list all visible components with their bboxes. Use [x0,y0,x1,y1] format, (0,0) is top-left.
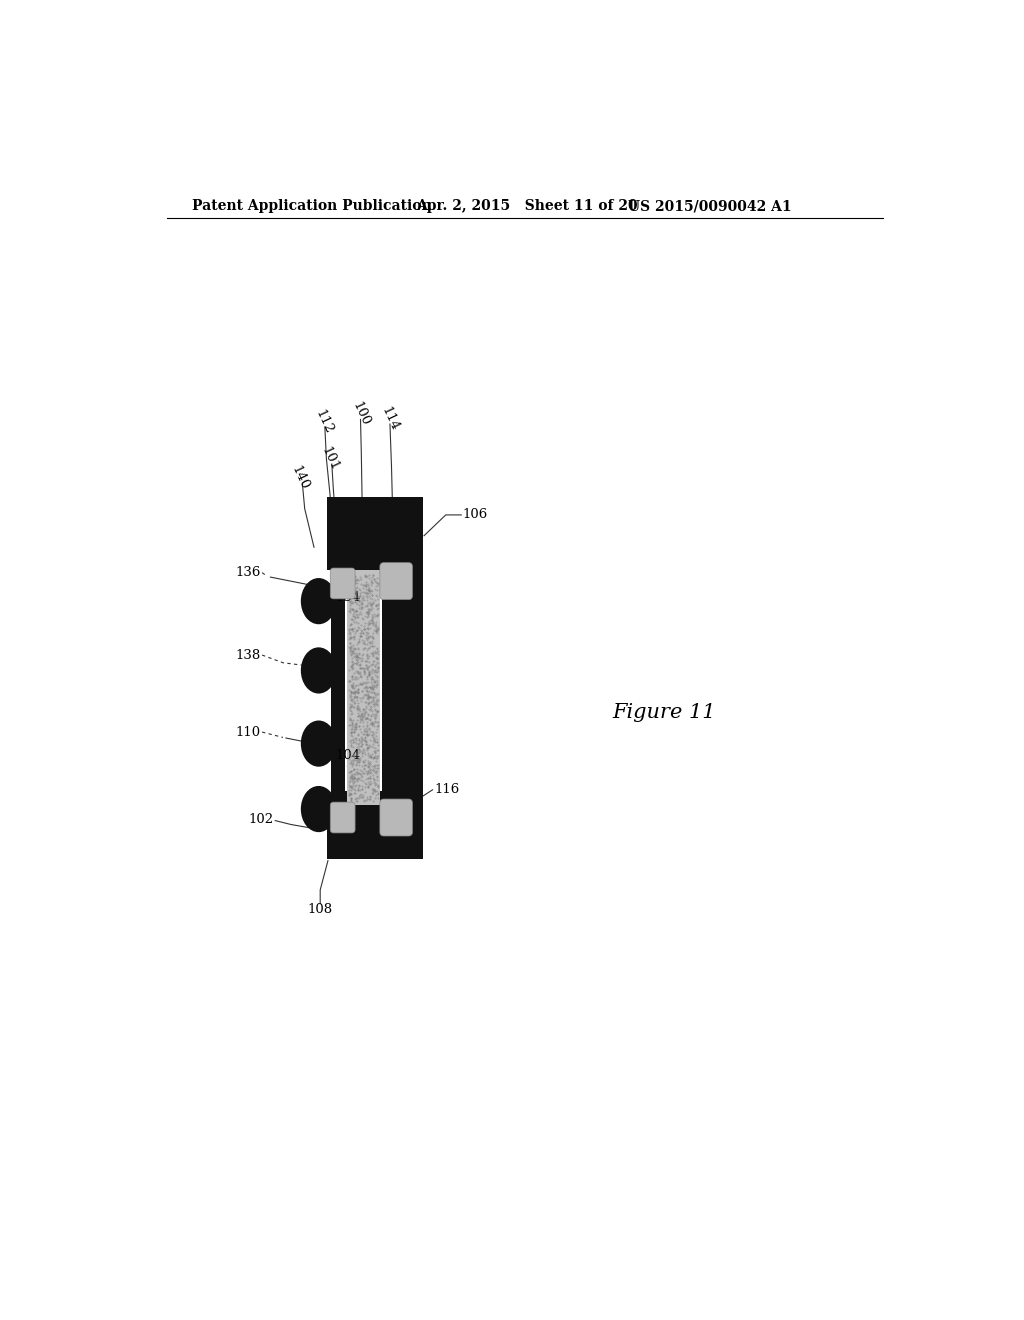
Text: Apr. 2, 2015   Sheet 11 of 20: Apr. 2, 2015 Sheet 11 of 20 [417,199,638,213]
FancyBboxPatch shape [331,803,355,833]
Ellipse shape [301,785,337,832]
Text: 136: 136 [234,566,260,579]
Text: 106: 106 [463,508,488,521]
FancyBboxPatch shape [380,799,413,836]
Polygon shape [328,792,423,859]
FancyBboxPatch shape [380,562,413,599]
Ellipse shape [301,647,337,693]
Text: 100: 100 [349,400,372,428]
FancyBboxPatch shape [331,568,355,599]
Polygon shape [328,498,423,585]
Ellipse shape [301,721,337,767]
Text: 112: 112 [313,408,335,436]
Text: US 2015/0090042 A1: US 2015/0090042 A1 [628,199,792,213]
Bar [331,570,345,805]
Text: 101: 101 [319,445,341,473]
Text: 140: 140 [289,463,311,492]
Text: 110: 110 [234,726,260,739]
Text: 108: 108 [307,903,333,916]
Text: 102: 102 [248,813,273,825]
Text: 116: 116 [434,783,460,796]
Ellipse shape [301,578,337,624]
Text: Figure 11: Figure 11 [612,704,716,722]
Text: 134: 134 [336,591,360,603]
Text: 138: 138 [234,648,260,661]
Bar [347,570,380,805]
Text: Patent Application Publication: Patent Application Publication [191,199,431,213]
Text: 114: 114 [379,404,401,433]
Text: 104: 104 [336,748,360,762]
Bar [382,570,423,805]
